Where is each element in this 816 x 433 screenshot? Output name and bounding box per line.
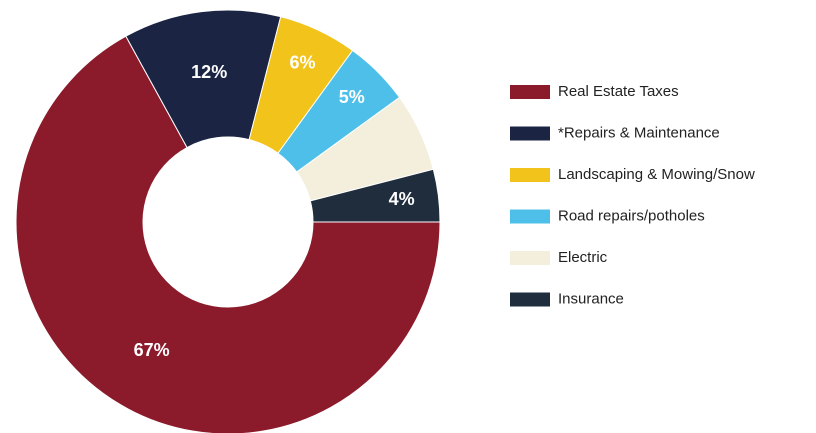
- legend-swatch: [510, 292, 550, 307]
- data-label: 67%: [134, 340, 170, 360]
- data-label: 6%: [290, 52, 316, 72]
- data-label: 5%: [339, 87, 365, 107]
- legend-label: Insurance: [558, 290, 624, 307]
- slice: [125, 9, 282, 149]
- legend-swatch: [510, 168, 550, 182]
- legend-label: Landscaping & Mowing/Snow: [558, 166, 755, 183]
- legend-swatch: [510, 126, 550, 141]
- legend-swatch: [510, 251, 550, 265]
- slice: [15, 35, 441, 433]
- data-label: 12%: [191, 62, 227, 82]
- slice: [309, 168, 441, 223]
- legend-swatch: [510, 85, 550, 99]
- data-label: 4%: [389, 189, 415, 209]
- legend-label: Electric: [558, 249, 608, 266]
- legend-label: Real Estate Taxes: [558, 83, 679, 100]
- legend-label: *Repairs & Maintenance: [558, 124, 720, 141]
- legend-swatch: [510, 209, 550, 224]
- legend-label: Road repairs/potholes: [558, 207, 705, 224]
